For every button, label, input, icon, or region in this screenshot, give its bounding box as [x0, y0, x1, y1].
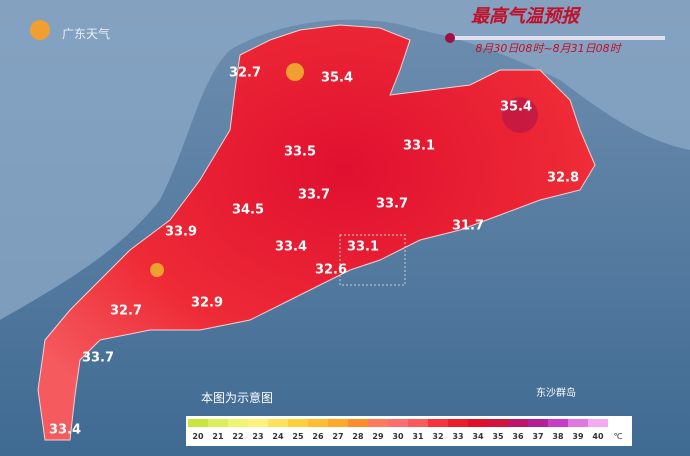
legend-label: 24	[272, 432, 284, 441]
temp-label: 32.7	[229, 66, 261, 81]
temp-label: 32.7	[110, 304, 142, 319]
legend-label: 33	[452, 432, 463, 441]
temp-label: 35.4	[321, 71, 353, 86]
legend-label: 35	[492, 432, 504, 441]
legend-label: 26	[312, 432, 324, 441]
legend-unit: ℃	[614, 432, 623, 441]
temp-label: 33.7	[82, 351, 114, 366]
title-dot	[445, 33, 455, 43]
island-label: 东沙群岛	[536, 386, 576, 399]
legend-label: 32	[432, 432, 443, 441]
hotspot	[286, 63, 304, 81]
legend-label: 36	[512, 432, 524, 441]
temp-label: 34.5	[232, 203, 264, 218]
legend-swatch	[488, 419, 508, 427]
legend-label: 38	[552, 432, 564, 441]
legend-label: 39	[572, 432, 584, 441]
temp-label: 33.4	[275, 240, 307, 255]
legend-label: 40	[592, 432, 604, 441]
legend-label: 22	[232, 432, 243, 441]
period: 8月30日08时~8月31日08时	[475, 42, 622, 55]
hotspot	[502, 97, 538, 133]
legend-label: 27	[332, 432, 343, 441]
temp-label: 33.1	[347, 240, 379, 255]
temp-label: 31.7	[452, 219, 484, 234]
legend-swatch	[468, 419, 488, 427]
hotspot	[150, 263, 164, 277]
legend-label: 37	[532, 432, 543, 441]
note: 本图为示意图	[201, 390, 273, 405]
inset-box	[339, 234, 406, 286]
legend-swatch	[268, 419, 288, 427]
temp-label: 32.6	[315, 263, 347, 278]
legend-label: 25	[292, 432, 304, 441]
legend-label: 28	[352, 432, 364, 441]
legend-swatch	[308, 419, 328, 427]
legend-swatch	[288, 419, 308, 427]
temp-label: 33.7	[298, 188, 330, 203]
land-background	[0, 0, 690, 320]
title: 最高气温预报	[471, 6, 582, 27]
legend-label: 34	[472, 432, 484, 441]
legend-label: 30	[392, 432, 404, 441]
legend-swatch	[568, 419, 588, 427]
legend-swatch	[428, 419, 448, 427]
temp-label: 33.4	[49, 423, 81, 438]
legend-swatch	[368, 419, 388, 427]
legend-label: 31	[412, 432, 424, 441]
legend-swatch	[248, 419, 268, 427]
legend-swatch	[408, 419, 428, 427]
temp-label: 35.4	[500, 100, 532, 115]
legend-swatch	[528, 419, 548, 427]
logo-icon	[30, 20, 50, 40]
legend-label: 29	[372, 432, 384, 441]
legend-swatch	[188, 419, 208, 427]
legend-swatch	[508, 419, 528, 427]
logo-text: 广东天气	[62, 26, 110, 41]
legend-swatch	[328, 419, 348, 427]
legend-swatch	[588, 419, 608, 427]
temp-label: 33.5	[284, 145, 316, 160]
temp-label: 32.8	[547, 171, 579, 186]
temp-label: 32.9	[191, 296, 223, 311]
temp-label: 33.9	[165, 225, 197, 240]
temp-label: 33.7	[376, 197, 408, 212]
province	[37, 24, 596, 441]
legend-swatch	[228, 419, 248, 427]
legend-label: 20	[192, 432, 204, 441]
legend-swatch	[208, 419, 228, 427]
temp-label: 33.1	[403, 139, 435, 154]
legend-label: 23	[252, 432, 263, 441]
legend-label: 21	[212, 432, 224, 441]
labels: 32.7 35.4 35.4 33.5 33.1 32.8 33.7 33.7 34.5 31.7…	[49, 66, 579, 438]
legend-swatch	[388, 419, 408, 427]
legend: 20 21 22 23 24 25 26 27 28 29 30 31 32 33 34 35 36 37 38 39…	[186, 416, 632, 446]
legend-swatch	[348, 419, 368, 427]
legend-swatch	[448, 419, 468, 427]
legend-swatch	[548, 419, 568, 427]
